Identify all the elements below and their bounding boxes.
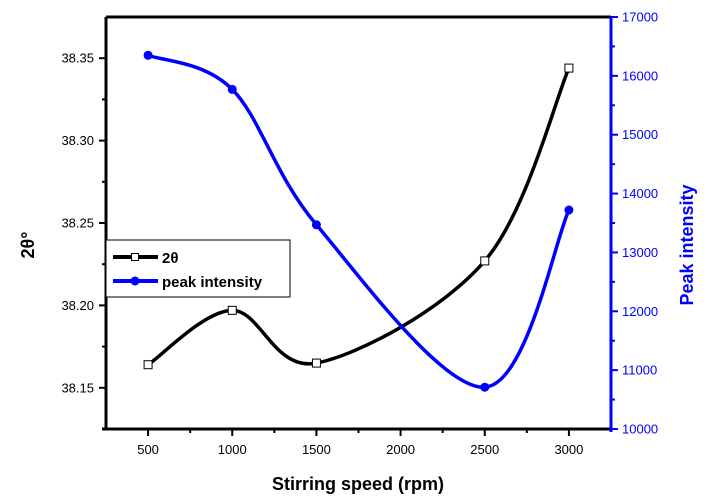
x-tick-label: 1500 bbox=[302, 442, 331, 457]
legend-marker-2theta bbox=[131, 253, 139, 261]
x-tick-label: 500 bbox=[137, 442, 159, 457]
legend-box bbox=[105, 239, 291, 298]
y-tick-label: 38.35 bbox=[61, 51, 94, 66]
y-tick-label: 38.30 bbox=[61, 133, 94, 148]
y-axis-title: 2θ° bbox=[18, 232, 38, 259]
data-point bbox=[227, 84, 237, 94]
data-point bbox=[143, 50, 153, 60]
y2-axis-title: Peak intensity bbox=[677, 184, 697, 305]
data-point bbox=[143, 360, 153, 370]
data-point bbox=[564, 205, 574, 215]
y2-tick-label: 16000 bbox=[622, 68, 658, 83]
legend: 2θ peak intensity bbox=[105, 239, 291, 298]
data-point bbox=[311, 220, 321, 230]
x-axis-title: Stirring speed (rpm) bbox=[272, 474, 444, 494]
data-point bbox=[227, 305, 237, 315]
axes: 500 1000 1500 2000 2500 3000 38.15 38.20 38.25 38… bbox=[61, 10, 658, 458]
series-line bbox=[147, 67, 571, 367]
y-tick-label: 38.20 bbox=[61, 298, 94, 313]
y-tick-label: 38.15 bbox=[61, 380, 94, 395]
y-tick-label: 38.25 bbox=[61, 216, 94, 231]
y2-tick-label: 11000 bbox=[622, 363, 657, 378]
x-tick-label: 2500 bbox=[470, 442, 499, 457]
y2-tick-label: 15000 bbox=[622, 127, 658, 142]
y2-tick-label: 14000 bbox=[622, 186, 658, 201]
series-layer bbox=[143, 50, 574, 392]
legend-label-peak-intensity: peak intensity bbox=[162, 274, 263, 291]
x-tick-label: 1000 bbox=[218, 442, 247, 457]
y2-tick-label: 12000 bbox=[622, 304, 658, 319]
data-point bbox=[480, 256, 490, 266]
y2-tick-label: 10000 bbox=[622, 422, 658, 437]
data-point bbox=[480, 382, 490, 392]
data-point bbox=[311, 358, 321, 368]
series-peak-intensity bbox=[143, 50, 574, 392]
y2-tick-label: 17000 bbox=[622, 10, 658, 25]
y2-tick-label: 13000 bbox=[622, 245, 658, 260]
series-2theta bbox=[143, 63, 574, 370]
x-tick-label: 2000 bbox=[386, 442, 415, 457]
series-line bbox=[147, 53, 571, 389]
data-point bbox=[564, 63, 574, 73]
x-tick-label: 3000 bbox=[554, 442, 583, 457]
legend-marker-peak-intensity bbox=[130, 276, 140, 286]
legend-label-2theta: 2θ bbox=[162, 250, 178, 267]
